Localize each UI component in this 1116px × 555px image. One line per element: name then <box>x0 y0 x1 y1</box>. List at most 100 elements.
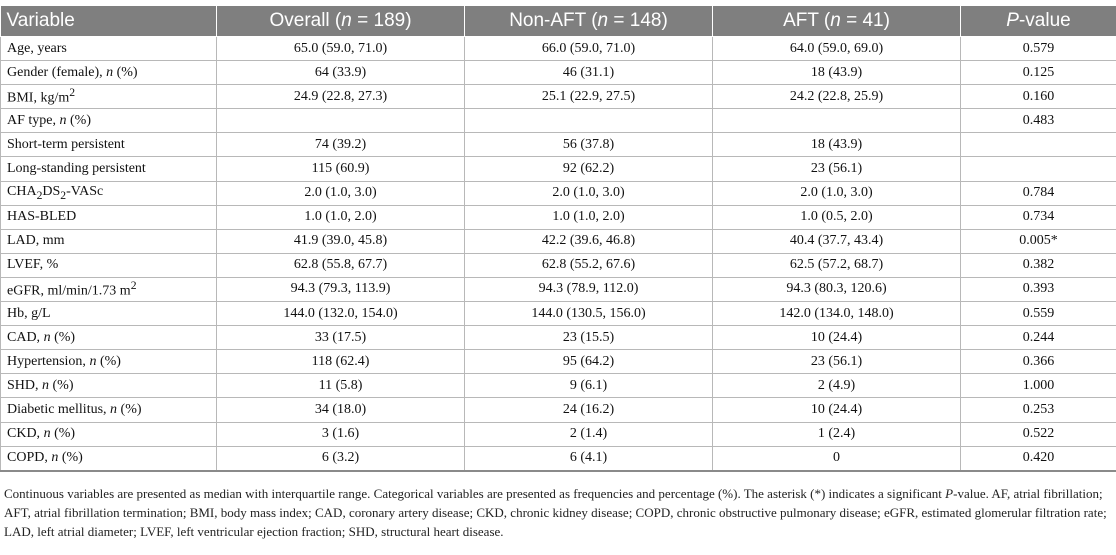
row-label-text: LVEF, % <box>7 257 59 273</box>
table-row: AF type, n (%) 0.483 <box>0 108 1116 134</box>
cell-overall: 64 (33.9) <box>216 60 465 86</box>
row-label-subscript: 2 <box>60 189 67 202</box>
cell-non-aft: 2 (1.4) <box>464 421 713 447</box>
row-label-subscript: 2 <box>36 189 43 202</box>
cell-p-value: 0.382 <box>960 252 1116 278</box>
cell-p-value: 0.244 <box>960 325 1116 351</box>
cell-p-value: 0.253 <box>960 397 1116 423</box>
row-label: COPD, n (%) <box>0 445 217 472</box>
cell-overall: 11 (5.8) <box>216 373 465 399</box>
row-label-italic: n <box>89 353 97 369</box>
row-label-italic: n <box>43 329 51 345</box>
cell-non-aft: 95 (64.2) <box>464 349 713 375</box>
cell-non-aft: 2.0 (1.0, 3.0) <box>464 180 713 206</box>
table-row: Long-standing persistent 115 (60.9) 92 (62… <box>0 156 1116 182</box>
cell-p-value: 0.125 <box>960 60 1116 86</box>
header-p-value: P-value <box>960 6 1116 37</box>
row-label-text: CKD, <box>7 426 44 442</box>
cell-p-value: 0.393 <box>960 276 1116 303</box>
cell-overall: 115 (60.9) <box>216 156 465 182</box>
row-label-text: (%) <box>58 450 83 466</box>
cell-non-aft: 23 (15.5) <box>464 325 713 351</box>
row-label-text: (%) <box>96 353 121 369</box>
table-row: Hypertension, n (%) 118 (62.4) 95 (64.2) 23… <box>0 349 1116 375</box>
table-row: LAD, mm 41.9 (39.0, 45.8) 42.2 (39.6, 46.8… <box>0 228 1116 254</box>
row-label: HAS-BLED <box>0 204 217 230</box>
row-label-italic: n <box>43 426 51 442</box>
table-row: CHA2DS2-VASc 2.0 (1.0, 3.0) 2.0 (1.0, 3.0)… <box>0 180 1116 206</box>
row-label-text: (%) <box>49 377 74 393</box>
table-row: LVEF, % 62.8 (55.8, 67.7) 62.8 (55.2, 67.6… <box>0 252 1116 278</box>
row-label: Hypertension, n (%) <box>0 349 217 375</box>
row-label-text: Gender (female), <box>7 64 107 80</box>
row-label: LAD, mm <box>0 228 217 254</box>
row-label-text: Hypertension, <box>7 353 90 369</box>
row-label-text: DS <box>42 184 61 200</box>
row-label-italic: n <box>110 401 118 417</box>
row-label-superscript: 2 <box>130 279 137 293</box>
row-label: BMI, kg/m2 <box>0 84 217 110</box>
cell-non-aft: 144.0 (130.5, 156.0) <box>464 301 713 327</box>
row-label-text: CHA <box>7 184 37 200</box>
cell-p-value <box>960 156 1116 182</box>
row-label-text: Diabetic mellitus, <box>7 401 111 417</box>
cell-overall: 65.0 (59.0, 71.0) <box>216 35 465 62</box>
row-label: AF type, n (%) <box>0 108 217 134</box>
row-label-text: AF type, <box>7 112 60 128</box>
cell-overall: 24.9 (22.8, 27.3) <box>216 84 465 110</box>
cell-overall: 41.9 (39.0, 45.8) <box>216 228 465 254</box>
cell-p-value: 0.005* <box>960 228 1116 254</box>
row-label: Diabetic mellitus, n (%) <box>0 397 217 423</box>
cell-p-value <box>960 132 1116 158</box>
header-overall: Overall (n = 189) <box>216 6 465 37</box>
table-row: COPD, n (%) 6 (3.2) 6 (4.1) 0 0.420 <box>0 445 1116 472</box>
cell-p-value: 0.420 <box>960 445 1116 472</box>
cell-non-aft: 9 (6.1) <box>464 373 713 399</box>
cell-non-aft: 66.0 (59.0, 71.0) <box>464 35 713 62</box>
cell-overall: 62.8 (55.8, 67.7) <box>216 252 465 278</box>
cell-aft: 2 (4.9) <box>712 373 961 399</box>
table-row: CAD, n (%) 33 (17.5) 23 (15.5) 10 (24.4) 0.2… <box>0 325 1116 351</box>
cell-non-aft: 6 (4.1) <box>464 445 713 472</box>
cell-aft: 142.0 (134.0, 148.0) <box>712 301 961 327</box>
row-label-text: SHD, <box>7 377 43 393</box>
cell-overall: 2.0 (1.0, 3.0) <box>216 180 465 206</box>
cell-non-aft: 1.0 (1.0, 2.0) <box>464 204 713 230</box>
cell-non-aft <box>464 108 713 134</box>
cell-aft: 23 (56.1) <box>712 349 961 375</box>
row-label-text: (%) <box>66 112 91 128</box>
cell-overall: 144.0 (132.0, 154.0) <box>216 301 465 327</box>
row-label-text: (%) <box>117 401 142 417</box>
cell-overall: 33 (17.5) <box>216 325 465 351</box>
row-label-text: Age, years <box>7 40 67 56</box>
cell-p-value: 0.160 <box>960 84 1116 110</box>
table-row: eGFR, ml/min/1.73 m2 94.3 (79.3, 113.9) 94… <box>0 276 1116 303</box>
cell-overall <box>216 108 465 134</box>
row-label: Gender (female), n (%) <box>0 60 217 86</box>
cell-aft: 23 (56.1) <box>712 156 961 182</box>
cell-aft: 18 (43.9) <box>712 60 961 86</box>
row-label: SHD, n (%) <box>0 373 217 399</box>
cell-aft: 94.3 (80.3, 120.6) <box>712 276 961 303</box>
cell-p-value: 0.559 <box>960 301 1116 327</box>
cell-overall: 94.3 (79.3, 113.9) <box>216 276 465 303</box>
cell-non-aft: 25.1 (22.9, 27.5) <box>464 84 713 110</box>
row-label-text: (%) <box>113 64 138 80</box>
table-row: SHD, n (%) 11 (5.8) 9 (6.1) 2 (4.9) 1.000 <box>0 373 1116 399</box>
cell-aft: 64.0 (59.0, 69.0) <box>712 35 961 62</box>
row-label: eGFR, ml/min/1.73 m2 <box>0 276 217 303</box>
cell-overall: 6 (3.2) <box>216 445 465 472</box>
table-row: Short-term persistent 74 (39.2) 56 (37.8) 1… <box>0 132 1116 158</box>
table-row: CKD, n (%) 3 (1.6) 2 (1.4) 1 (2.4) 0.522 <box>0 421 1116 447</box>
table-row: Hb, g/L 144.0 (132.0, 154.0) 144.0 (130.5,… <box>0 301 1116 327</box>
cell-overall: 3 (1.6) <box>216 421 465 447</box>
row-label-italic: n <box>51 450 59 466</box>
cell-aft: 24.2 (22.8, 25.9) <box>712 84 961 110</box>
row-label-text: -VASc <box>66 184 104 200</box>
cell-p-value: 0.579 <box>960 35 1116 62</box>
cell-p-value: 0.483 <box>960 108 1116 134</box>
row-label: CKD, n (%) <box>0 421 217 447</box>
row-label-text: eGFR, ml/min/1.73 m <box>7 283 131 299</box>
cell-p-value: 0.522 <box>960 421 1116 447</box>
